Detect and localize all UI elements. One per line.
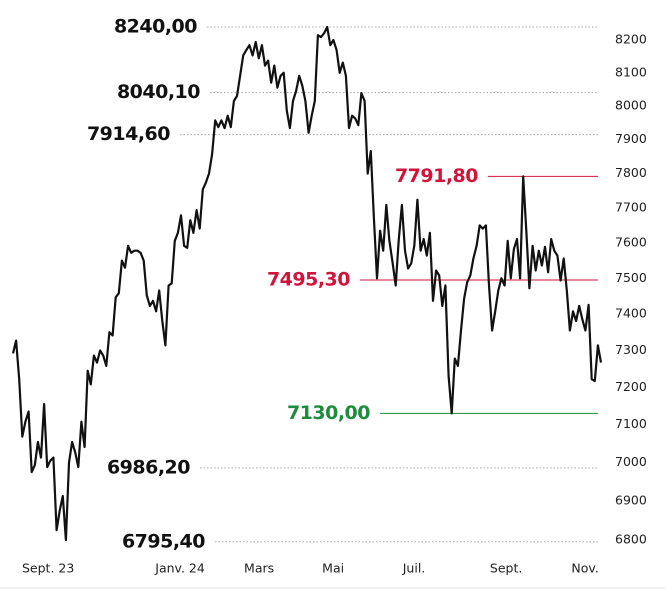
- y-tick-label: 7600: [615, 234, 647, 249]
- y-tick-label: 7300: [615, 342, 647, 357]
- level-label: 8040,10: [117, 81, 200, 103]
- level-label: 6795,40: [122, 530, 205, 552]
- level-label: 7130,00: [287, 402, 370, 424]
- level-label: 8240,00: [114, 16, 197, 38]
- x-tick-label: Sept.: [490, 561, 522, 576]
- y-tick-label: 7900: [615, 131, 647, 146]
- y-tick-label: 8100: [615, 64, 647, 79]
- price-line: [11, 25, 603, 542]
- x-tick-label: Sept. 23: [22, 561, 74, 576]
- y-tick-label: 7500: [615, 270, 647, 285]
- x-tick-label: Juil.: [402, 561, 426, 576]
- level-label: 7914,60: [87, 123, 170, 145]
- level-label: 7791,80: [395, 165, 478, 187]
- x-tick-label: Janv. 24: [154, 561, 205, 576]
- y-tick-label: 8000: [615, 97, 647, 112]
- level-label: 6986,20: [107, 456, 190, 478]
- x-tick-label: Mai: [322, 561, 344, 576]
- y-tick-label: 7800: [615, 165, 647, 180]
- x-tick-label: Mars: [244, 561, 274, 576]
- y-tick-label: 6900: [615, 492, 647, 507]
- y-tick-label: 7200: [615, 379, 647, 394]
- y-tick-label: 7700: [615, 200, 647, 215]
- y-tick-label: 8200: [615, 32, 647, 47]
- y-tick-label: 7100: [615, 416, 647, 431]
- level-label: 7495,30: [267, 268, 350, 290]
- y-tick-label: 7000: [615, 454, 647, 469]
- x-tick-label: Nov.: [571, 561, 598, 576]
- y-tick-label: 7400: [615, 306, 647, 321]
- y-tick-label: 6800: [615, 531, 647, 546]
